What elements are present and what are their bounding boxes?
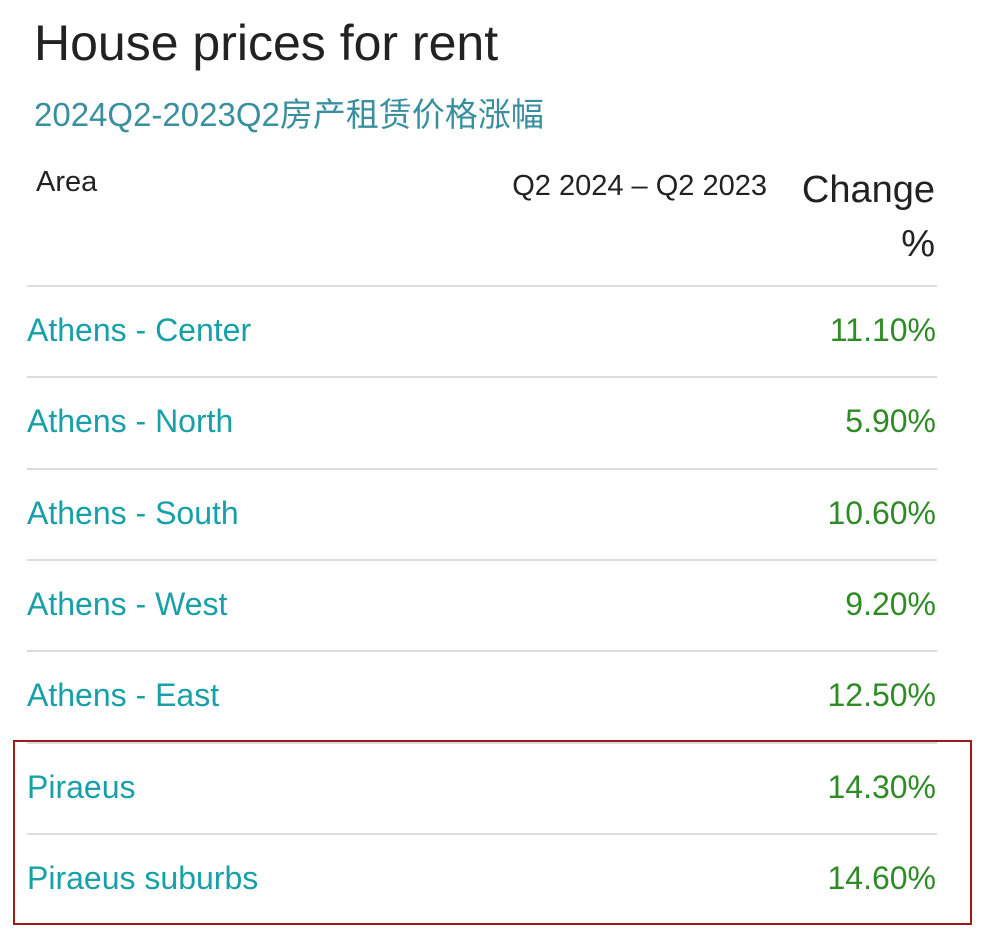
area-cell: Athens - North [27, 403, 234, 440]
row-divider [27, 832, 937, 835]
column-header: Change % [801, 169, 935, 265]
title: House prices for rent [34, 15, 499, 71]
change-cell: 9.20% [845, 585, 936, 622]
area-cell: Athens - East [27, 677, 220, 714]
change-cell: 5.90% [845, 403, 936, 440]
row-divider [27, 558, 937, 561]
area-cell: Athens - South [27, 494, 239, 531]
row-divider [27, 285, 937, 287]
row-divider [27, 467, 937, 470]
area-cell: Athens - West [27, 585, 228, 622]
highlight-box [13, 740, 972, 925]
area-cell: Piraeus [27, 768, 136, 805]
column-header: Area [36, 166, 98, 198]
change-cell: 10.60% [827, 494, 936, 531]
change-cell: 11.10% [829, 312, 936, 348]
row-divider [27, 376, 937, 379]
subtitle: 2024Q2-2023Q2房产租赁价格涨幅 [34, 96, 544, 133]
area-cell: Piraeus suburbs [27, 859, 259, 896]
area-cell: Athens - Center [27, 312, 252, 348]
column-header: Q2 2024 – Q2 2023 [512, 170, 767, 202]
row-divider [27, 741, 937, 744]
row-divider [27, 650, 937, 653]
change-cell: 14.30% [827, 768, 936, 805]
change-cell: 12.50% [827, 677, 936, 714]
change-cell: 14.60% [827, 859, 936, 896]
